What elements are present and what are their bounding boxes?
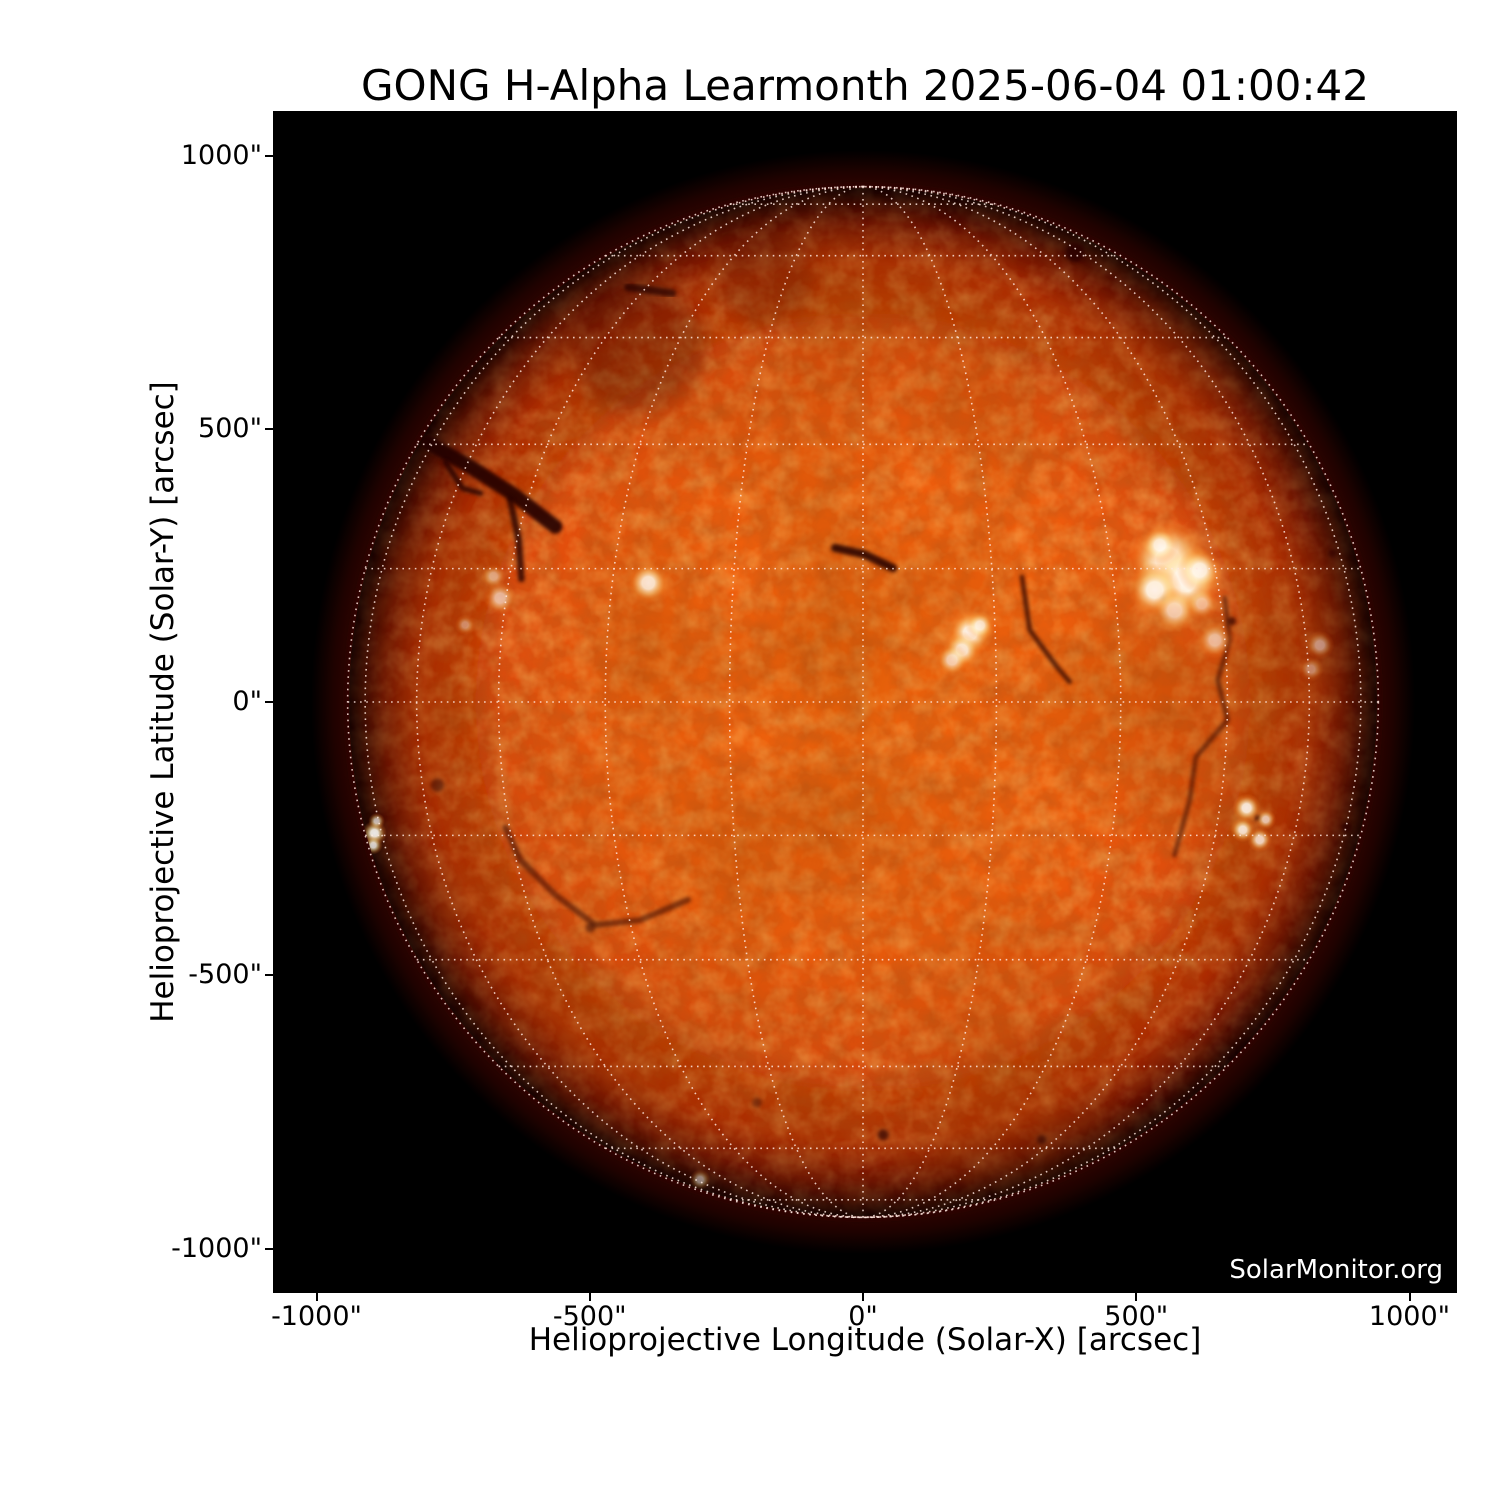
x-tick-mark bbox=[1408, 1293, 1411, 1301]
plage bbox=[481, 563, 507, 589]
meridian-gridline bbox=[862, 185, 998, 1219]
y-tick-mark bbox=[265, 701, 273, 703]
plage bbox=[483, 581, 517, 615]
dark-spot bbox=[752, 1097, 762, 1108]
plage bbox=[689, 1169, 711, 1191]
x-tick-label: -1000" bbox=[271, 1301, 362, 1332]
plage-glow bbox=[1089, 505, 1265, 681]
y-tick-label: 1000" bbox=[180, 139, 262, 171]
plage-glow bbox=[912, 587, 1022, 697]
limb-gridline bbox=[346, 185, 1380, 1219]
figure-title: GONG H-Alpha Learmonth 2025-06-04 01:00:… bbox=[361, 61, 1369, 110]
y-tick-mark bbox=[265, 154, 273, 157]
plage-glow bbox=[611, 551, 678, 618]
y-tick-label: 500" bbox=[198, 412, 262, 444]
plot-area: SolarMonitor.org bbox=[273, 111, 1457, 1293]
filament bbox=[831, 543, 898, 573]
meridian-gridline bbox=[862, 185, 1122, 1219]
y-tick-mark bbox=[265, 974, 273, 977]
dark-spot bbox=[1341, 822, 1352, 832]
dark-spot bbox=[1036, 1134, 1047, 1145]
plage bbox=[368, 812, 385, 830]
solar-disk-image bbox=[273, 111, 1457, 1293]
y-tick-label: 0" bbox=[232, 686, 262, 717]
solar-features-layer bbox=[361, 233, 1352, 1192]
plage-glow bbox=[1293, 666, 1343, 716]
x-tick-label: -500" bbox=[552, 1301, 627, 1332]
y-tick-label: -1000" bbox=[171, 1232, 262, 1264]
filament bbox=[421, 435, 563, 534]
meridian-gridline bbox=[862, 185, 1229, 1219]
x-tick-mark bbox=[588, 1293, 591, 1301]
y-tick-label: -500" bbox=[188, 959, 262, 991]
meridian-gridline bbox=[604, 185, 864, 1219]
meridian-gridline bbox=[364, 185, 864, 1219]
y-tick-mark bbox=[265, 427, 273, 430]
meridian-gridline bbox=[728, 185, 864, 1219]
filament bbox=[1019, 574, 1073, 685]
plage bbox=[1305, 630, 1335, 660]
x-tick-mark bbox=[862, 1293, 864, 1301]
dark-spot bbox=[430, 778, 444, 792]
dark-spot bbox=[877, 1129, 889, 1141]
filament bbox=[624, 283, 677, 298]
meridian-gridline bbox=[497, 185, 864, 1219]
meridian-gridline bbox=[862, 185, 1362, 1219]
plage-glow bbox=[1214, 786, 1291, 864]
x-tick-mark bbox=[1135, 1293, 1138, 1301]
x-tick-label: 500" bbox=[1104, 1301, 1169, 1332]
dark-spot bbox=[716, 233, 813, 330]
dark-spot bbox=[1328, 549, 1337, 558]
heliographic-grid bbox=[346, 185, 1380, 1219]
filament bbox=[502, 824, 692, 929]
y-tick-mark bbox=[265, 1247, 273, 1250]
x-tick-label: 0" bbox=[848, 1301, 878, 1332]
x-axis-label: Helioprojective Longitude (Solar-X) [arc… bbox=[528, 1322, 1202, 1358]
filament bbox=[506, 495, 525, 583]
watermark: SolarMonitor.org bbox=[1229, 1255, 1443, 1285]
plage bbox=[454, 614, 476, 636]
dark-spot bbox=[1065, 242, 1085, 262]
filament bbox=[442, 459, 484, 496]
dark-spot bbox=[573, 283, 707, 417]
x-tick-label: 1000" bbox=[1368, 1301, 1451, 1332]
x-tick-mark bbox=[315, 1293, 318, 1301]
